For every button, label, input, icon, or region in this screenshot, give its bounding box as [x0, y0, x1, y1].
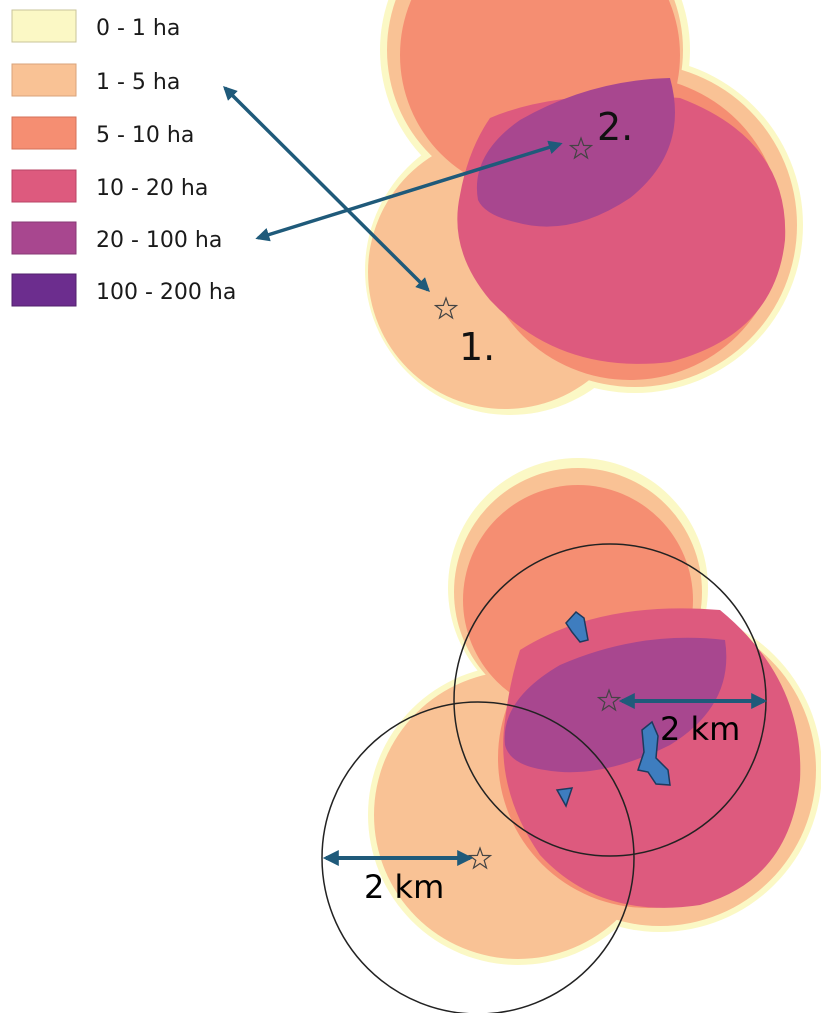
zone-20-100-ha: [504, 637, 727, 773]
legend-swatch: [11, 221, 77, 255]
legend-swatch: [11, 9, 77, 43]
legend-swatch: [11, 116, 77, 150]
legend-label: 5 - 10 ha: [96, 123, 194, 148]
scale-label-site-2: 2 km: [660, 710, 740, 748]
legend-item: 10 - 20 ha: [11, 169, 208, 203]
legend-item: 100 - 200 ha: [11, 273, 236, 307]
legend: 0 - 1 ha 1 - 5 ha 5 - 10 ha 10 - 20 ha 2…: [11, 9, 236, 307]
legend-label: 20 - 100 ha: [96, 228, 222, 253]
site-label-2: 2.: [597, 105, 633, 149]
scale-label-site-1: 2 km: [364, 868, 444, 906]
legend-swatch: [11, 273, 77, 307]
legend-item: 20 - 100 ha: [11, 221, 222, 255]
wetland-patches: [555, 610, 671, 808]
buffer-ring-2km-site-1: [321, 701, 635, 1013]
legend-item: 0 - 1 ha: [11, 9, 180, 43]
legend-swatch: [11, 169, 77, 203]
wetland-patch: [637, 720, 671, 786]
site-marker-2-star-icon: [568, 136, 594, 160]
legend-swatch: [11, 63, 77, 97]
site-marker-1-star-icon: [433, 296, 459, 320]
site-marker-2-star-icon: [596, 688, 622, 712]
legend-label: 0 - 1 ha: [96, 16, 180, 41]
arrow-20-100ha-to-site-2: [255, 140, 563, 242]
bottom-map: 2 km 2 km: [321, 458, 821, 1013]
top-map: 2. 1.: [223, 0, 803, 415]
wetland-patch: [565, 610, 589, 643]
legend-label: 100 - 200 ha: [96, 280, 236, 305]
legend-label: 1 - 5 ha: [96, 70, 180, 95]
legend-item: 1 - 5 ha: [11, 63, 180, 97]
wetland-patch: [555, 787, 574, 808]
site-label-1: 1.: [459, 325, 495, 369]
legend-label: 10 - 20 ha: [96, 176, 208, 201]
legend-item: 5 - 10 ha: [11, 116, 194, 150]
